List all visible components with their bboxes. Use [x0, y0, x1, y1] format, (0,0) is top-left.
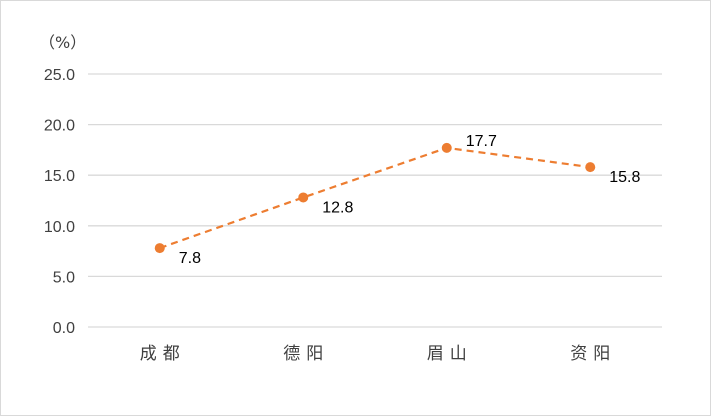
x-tick-label: 成都 — [140, 344, 186, 364]
y-tick-label: 0.0 — [53, 320, 75, 337]
data-label: 7.8 — [179, 250, 201, 267]
y-axis-ticks: 0.0 5.0 10.0 15.0 20.0 25.0 — [44, 67, 75, 337]
data-point-marker — [154, 243, 165, 254]
data-labels: 7.8 12.8 17.7 15.8 — [179, 133, 641, 267]
y-tick-label: 15.0 — [44, 168, 75, 185]
data-point-marker — [585, 162, 596, 173]
x-tick-label: 眉山 — [427, 344, 473, 364]
data-point-marker — [298, 192, 309, 203]
series-line — [159, 146, 591, 250]
data-label: 15.8 — [609, 169, 640, 186]
y-tick-label: 25.0 — [44, 67, 75, 84]
series-line-group — [154, 142, 596, 254]
x-tick-label: 资阳 — [570, 344, 616, 364]
x-tick-label: 德阳 — [283, 344, 329, 364]
y-tick-label: 10.0 — [44, 219, 75, 236]
data-label: 12.8 — [322, 199, 353, 216]
y-tick-label: 5.0 — [53, 269, 75, 286]
y-tick-label: 20.0 — [44, 118, 75, 135]
gridlines — [88, 73, 662, 328]
x-axis-ticks: 成都 德阳 眉山 资阳 — [140, 344, 616, 364]
y-unit-label: （%） — [39, 33, 86, 52]
data-label: 17.7 — [466, 133, 497, 150]
data-point-marker — [441, 142, 452, 153]
